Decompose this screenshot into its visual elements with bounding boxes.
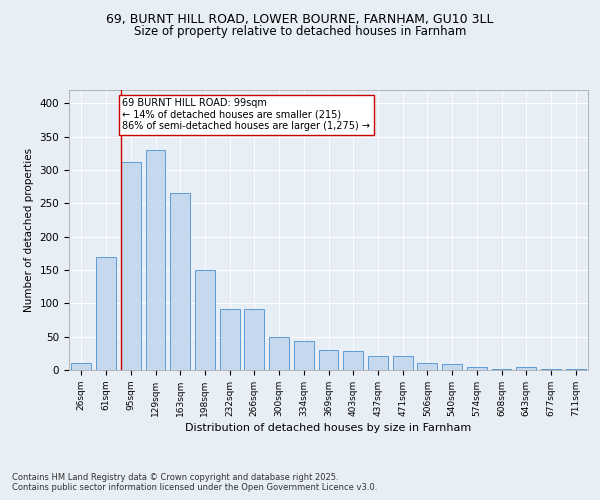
Bar <box>467 368 487 370</box>
Text: 69, BURNT HILL ROAD, LOWER BOURNE, FARNHAM, GU10 3LL: 69, BURNT HILL ROAD, LOWER BOURNE, FARNH… <box>106 12 494 26</box>
Bar <box>343 350 363 370</box>
Bar <box>319 350 338 370</box>
Bar <box>418 362 437 370</box>
Bar <box>96 256 116 370</box>
Bar <box>517 368 536 370</box>
Bar <box>269 336 289 370</box>
Text: Contains HM Land Registry data © Crown copyright and database right 2025.
Contai: Contains HM Land Registry data © Crown c… <box>12 472 377 492</box>
Bar <box>121 162 140 370</box>
Bar <box>170 194 190 370</box>
Y-axis label: Number of detached properties: Number of detached properties <box>24 148 34 312</box>
Bar <box>566 368 586 370</box>
Bar <box>195 270 215 370</box>
Bar <box>244 310 264 370</box>
Bar <box>71 362 91 370</box>
Bar <box>294 342 314 370</box>
X-axis label: Distribution of detached houses by size in Farnham: Distribution of detached houses by size … <box>185 423 472 433</box>
Text: 69 BURNT HILL ROAD: 99sqm
← 14% of detached houses are smaller (215)
86% of semi: 69 BURNT HILL ROAD: 99sqm ← 14% of detac… <box>122 98 370 131</box>
Text: Size of property relative to detached houses in Farnham: Size of property relative to detached ho… <box>134 25 466 38</box>
Bar <box>368 356 388 370</box>
Bar <box>146 150 166 370</box>
Bar <box>220 308 239 370</box>
Bar <box>393 356 413 370</box>
Bar <box>442 364 462 370</box>
